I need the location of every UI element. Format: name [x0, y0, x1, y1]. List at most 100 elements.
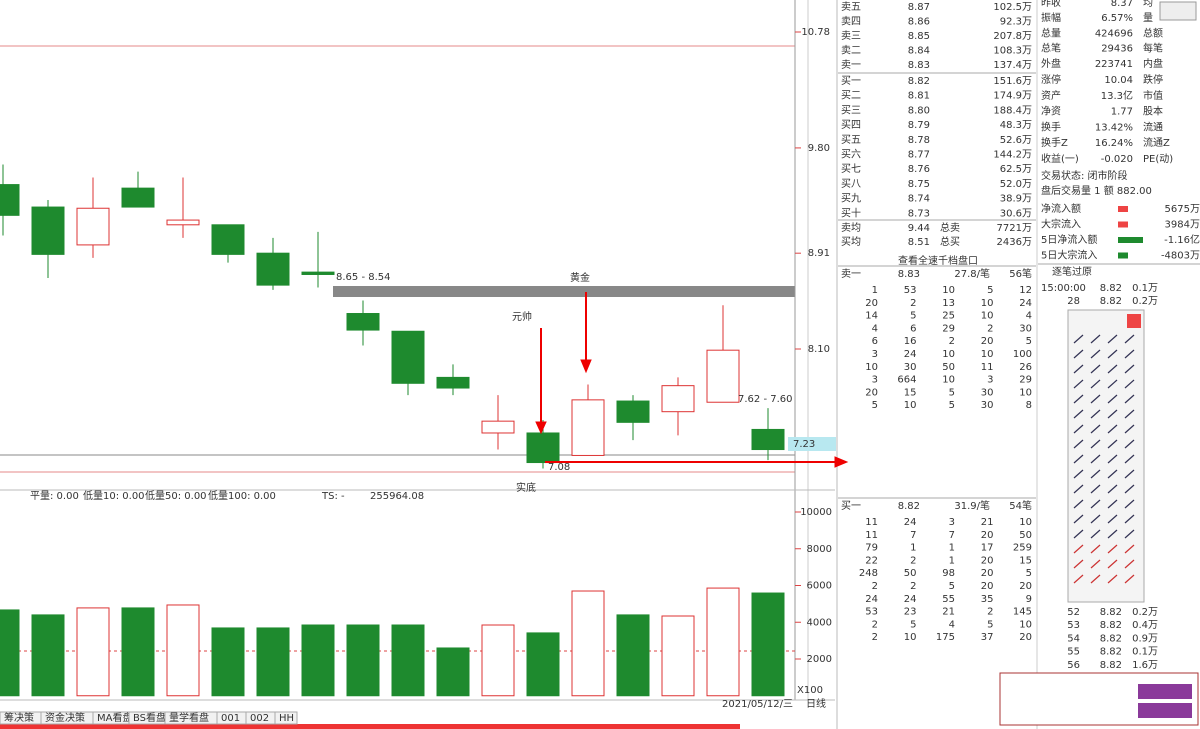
palette-icon[interactable] [1090, 544, 1101, 554]
palette-icon[interactable] [1107, 469, 1118, 479]
palette-icon[interactable] [1090, 379, 1101, 389]
palette-icon[interactable] [1090, 424, 1101, 434]
palette-icon[interactable] [1090, 364, 1101, 374]
palette-icon[interactable] [1090, 439, 1101, 449]
queue-cell: 22 [865, 555, 878, 566]
palette-icon[interactable] [1107, 499, 1118, 509]
palette-icon[interactable] [1124, 544, 1135, 554]
queue-cell: 30 [904, 362, 917, 373]
palette-icon[interactable] [1107, 559, 1118, 569]
queue-cell: 664 [897, 375, 916, 386]
book-price: 8.78 [908, 135, 930, 146]
palette-icon[interactable] [1073, 514, 1084, 524]
queue-label: 卖一 [841, 268, 861, 280]
stat-label: 涨停 [1041, 73, 1061, 86]
palette-icon[interactable] [1107, 379, 1118, 389]
tick-price: 8.82 [1100, 620, 1122, 631]
palette-icon[interactable] [1073, 559, 1084, 569]
palette-icon[interactable] [1073, 349, 1084, 359]
start-button[interactable] [1159, 1, 1197, 21]
palette-icon[interactable] [1090, 349, 1101, 359]
palette-icon[interactable] [1107, 409, 1118, 419]
palette-icon[interactable] [1090, 409, 1101, 419]
flow-bar [1118, 206, 1128, 212]
palette-icon[interactable] [1124, 514, 1135, 524]
palette-close[interactable] [1127, 314, 1141, 328]
palette-icon[interactable] [1090, 394, 1101, 404]
palette-icon[interactable] [1107, 394, 1118, 404]
palette-icon[interactable] [1124, 394, 1135, 404]
tab[interactable] [274, 711, 298, 725]
annotation: 7.08 [548, 462, 570, 473]
volume-bar [256, 627, 290, 697]
palette-icon[interactable] [1124, 424, 1135, 434]
palette-icon[interactable] [1107, 574, 1118, 584]
tool-palette[interactable] [1067, 309, 1145, 603]
palette-icon[interactable] [1073, 409, 1084, 419]
range-band [333, 286, 795, 297]
book-price: 8.85 [908, 31, 930, 42]
queue-cell: 10 [942, 349, 955, 360]
palette-icon[interactable] [1124, 454, 1135, 464]
palette-icon[interactable] [1107, 364, 1118, 374]
palette-icon[interactable] [1124, 334, 1135, 344]
tab-label: 001 [221, 713, 240, 724]
book-volume: 30.6万 [1000, 208, 1032, 219]
palette-icon[interactable] [1107, 484, 1118, 494]
palette-icon[interactable] [1073, 484, 1084, 494]
queue-cell: 21 [981, 517, 994, 528]
palette-icon[interactable] [1090, 469, 1101, 479]
palette-icon[interactable] [1107, 454, 1118, 464]
palette-icon[interactable] [1107, 439, 1118, 449]
link[interactable]: 查看全速千档盘口 [898, 254, 978, 267]
palette-icon[interactable] [1073, 439, 1084, 449]
palette-icon[interactable] [1090, 514, 1101, 524]
palette-icon[interactable] [1107, 424, 1118, 434]
palette-icon[interactable] [1124, 529, 1135, 539]
palette-icon[interactable] [1073, 379, 1084, 389]
palette-icon[interactable] [1124, 379, 1135, 389]
palette-icon[interactable] [1107, 334, 1118, 344]
book-label: 买七 [841, 163, 861, 175]
palette-icon[interactable] [1073, 334, 1084, 344]
stat-label: 每笔 [1143, 42, 1163, 55]
palette-icon[interactable] [1124, 364, 1135, 374]
queue-cell: 20 [981, 568, 994, 579]
palette-icon[interactable] [1090, 334, 1101, 344]
palette-icon[interactable] [1073, 469, 1084, 479]
palette-icon[interactable] [1124, 349, 1135, 359]
palette-icon[interactable] [1073, 544, 1084, 554]
queue-cell: 3 [987, 375, 993, 386]
palette-icon[interactable] [1073, 424, 1084, 434]
palette-icon[interactable] [1090, 499, 1101, 509]
book-label: 买三 [841, 104, 861, 116]
palette-icon[interactable] [1107, 544, 1118, 554]
palette-icon[interactable] [1124, 559, 1135, 569]
queue-cell: 16 [904, 336, 917, 347]
palette-icon[interactable] [1090, 454, 1101, 464]
palette-icon[interactable] [1073, 394, 1084, 404]
palette-icon[interactable] [1124, 574, 1135, 584]
palette-icon[interactable] [1073, 574, 1084, 584]
arrow-head [580, 359, 592, 374]
palette-icon[interactable] [1124, 484, 1135, 494]
palette-icon[interactable] [1090, 559, 1101, 569]
palette-icon[interactable] [1073, 499, 1084, 509]
palette-icon[interactable] [1090, 529, 1101, 539]
palette-icon[interactable] [1107, 514, 1118, 524]
scale-label: X100 [797, 685, 823, 696]
palette-icon[interactable] [1073, 529, 1084, 539]
palette-icon[interactable] [1107, 349, 1118, 359]
candle-body [256, 252, 290, 286]
stat-label: 流通 [1143, 120, 1163, 133]
palette-icon[interactable] [1124, 409, 1135, 419]
palette-icon[interactable] [1090, 484, 1101, 494]
palette-icon[interactable] [1090, 574, 1101, 584]
palette-icon[interactable] [1124, 499, 1135, 509]
palette-icon[interactable] [1073, 364, 1084, 374]
palette-icon[interactable] [1073, 454, 1084, 464]
palette-icon[interactable] [1124, 439, 1135, 449]
palette-icon[interactable] [1107, 529, 1118, 539]
palette-icon[interactable] [1124, 469, 1135, 479]
queue-cell: 10 [904, 632, 917, 643]
